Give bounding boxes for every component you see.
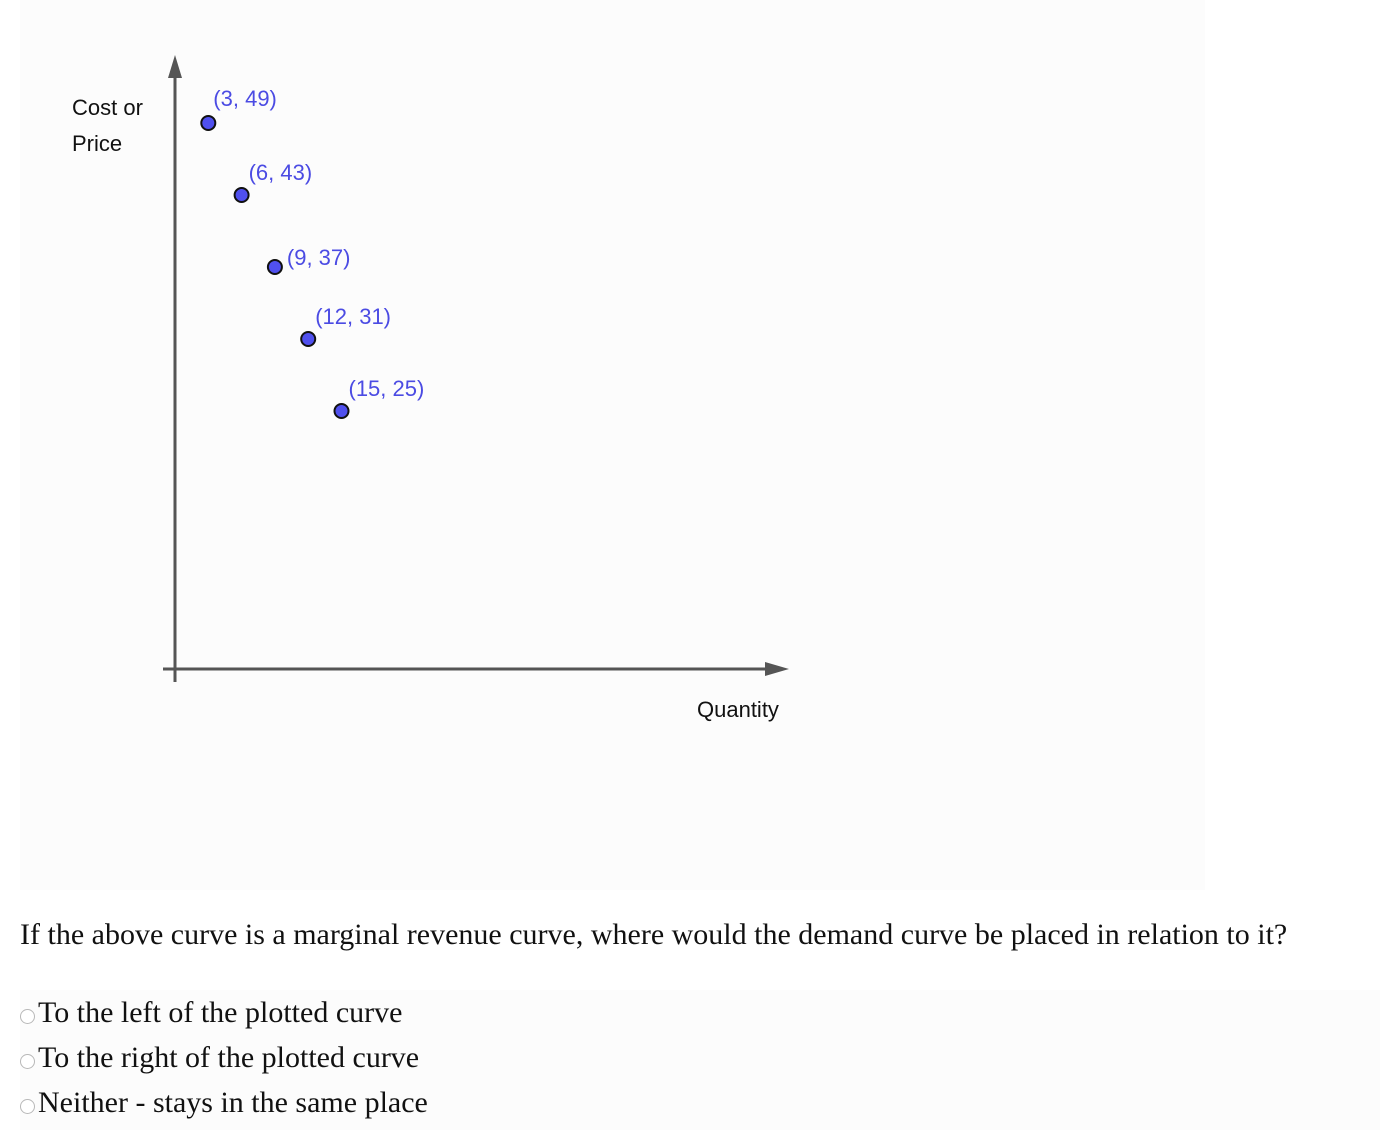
y-axis-label-line-2: Price [72, 131, 122, 156]
scatter-chart: Cost or Price Quantity (3, 49) (6, 43) (9,… [72, 55, 789, 722]
data-point [233, 187, 250, 203]
data-point-label: (9, 37) [287, 245, 351, 270]
option-left[interactable]: To the left of the plotted curve [20, 990, 1380, 1035]
data-point-label: (3, 49) [213, 86, 277, 111]
radio-button-left[interactable] [20, 1009, 35, 1024]
data-point [200, 115, 217, 131]
option-right-label[interactable]: To the right of the plotted curve [38, 1040, 420, 1074]
y-axis-arrow [168, 55, 182, 78]
data-point [333, 403, 350, 419]
x-axis-label: Quantity [697, 697, 779, 722]
data-point-label: (15, 25) [349, 376, 425, 401]
option-neither-label[interactable]: Neither - stays in the same place [38, 1085, 428, 1119]
graph-panel: Cost or Price Quantity (3, 49) (6, 43) (9,… [20, 0, 1205, 890]
data-points: (3, 49) (6, 43) (9, 37) (12, 31) (15, 25) [200, 86, 425, 419]
option-right[interactable]: To the right of the plotted curve [20, 1035, 1380, 1080]
answer-options: To the left of the plotted curve To the … [20, 990, 1380, 1130]
question-text: If the above curve is a marginal revenue… [20, 918, 1288, 951]
data-point-label: (6, 43) [249, 160, 313, 185]
data-point [266, 259, 283, 275]
x-axis-arrow [765, 662, 789, 676]
radio-button-neither[interactable] [20, 1099, 35, 1114]
radio-button-right[interactable] [20, 1054, 35, 1069]
option-neither[interactable]: Neither - stays in the same place [20, 1080, 1380, 1125]
data-point [300, 331, 317, 347]
y-axis-label-line-1: Cost or [72, 95, 143, 120]
option-left-label[interactable]: To the left of the plotted curve [38, 995, 403, 1029]
data-point-label: (12, 31) [315, 304, 391, 329]
